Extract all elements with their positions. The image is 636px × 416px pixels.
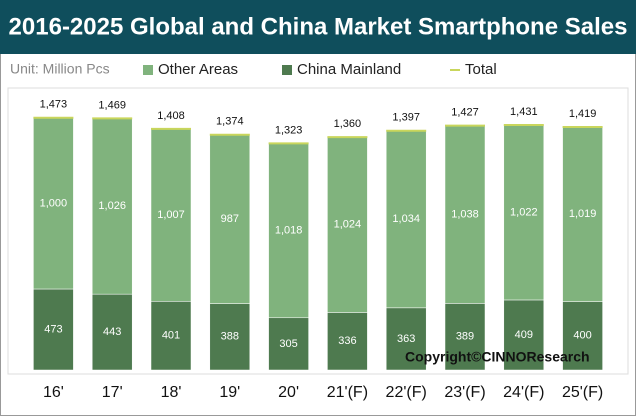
unit-label: Unit: Million Pcs xyxy=(10,61,110,77)
data-label: 443 xyxy=(103,326,121,338)
x-tick-label: 22'(F) xyxy=(386,384,427,401)
total-label: 1,397 xyxy=(392,112,420,124)
data-label: 1,007 xyxy=(157,209,185,221)
x-tick-label: 16' xyxy=(43,384,64,401)
bar-segment xyxy=(562,301,603,371)
bar-segment xyxy=(444,125,486,304)
legend-label: China Mainland xyxy=(297,61,401,78)
bar-segment xyxy=(327,312,368,371)
x-tick-label: 25'(F) xyxy=(562,384,603,401)
title-bar xyxy=(0,0,636,54)
bar-segment xyxy=(562,126,603,302)
data-label: 1,022 xyxy=(510,206,538,218)
data-label: 1,000 xyxy=(40,197,68,209)
total-label: 1,408 xyxy=(157,110,185,122)
x-tick-label: 21'(F) xyxy=(327,384,368,401)
data-label: 473 xyxy=(44,323,62,335)
bar-segment xyxy=(503,124,545,301)
x-tick-label: 23'(F) xyxy=(444,384,485,401)
data-label: 409 xyxy=(515,329,533,341)
data-label: 363 xyxy=(397,333,415,345)
legend-swatch xyxy=(143,65,153,75)
bar-segment xyxy=(209,303,251,371)
legend-label: Other Areas xyxy=(158,61,238,78)
bar-segment xyxy=(268,317,309,371)
bar-segment xyxy=(385,130,427,309)
bar-segment xyxy=(91,293,133,371)
total-label: 1,469 xyxy=(98,99,126,111)
total-label: 1,374 xyxy=(216,116,244,128)
total-label: 1,360 xyxy=(334,118,362,130)
legend-swatch xyxy=(282,65,292,75)
bar-segment xyxy=(503,299,545,371)
bar-segment xyxy=(209,134,251,304)
total-label: 1,419 xyxy=(569,108,597,120)
data-label: 305 xyxy=(279,338,297,350)
bar-segment xyxy=(150,301,192,371)
total-label: 1,431 xyxy=(510,106,538,118)
data-label: 1,026 xyxy=(98,200,126,212)
data-label: 1,019 xyxy=(569,208,597,220)
bar-segment xyxy=(91,118,133,295)
data-label: 1,038 xyxy=(451,208,479,220)
bar-segment xyxy=(150,128,192,302)
total-label: 1,427 xyxy=(451,107,479,119)
x-tick-label: 18' xyxy=(161,384,182,401)
data-label: 388 xyxy=(221,331,239,343)
data-label: 400 xyxy=(573,330,591,342)
x-tick-label: 17' xyxy=(102,384,123,401)
data-label: 1,024 xyxy=(334,219,362,231)
bar-segment xyxy=(33,117,74,290)
total-label: 1,473 xyxy=(40,99,68,111)
bar-segment xyxy=(444,303,486,371)
legend-label: Total xyxy=(465,61,497,78)
x-tick-label: 19' xyxy=(219,384,240,401)
bar-segment xyxy=(327,136,368,313)
data-label: 987 xyxy=(221,213,239,225)
x-tick-label: 24'(F) xyxy=(503,384,544,401)
data-label: 401 xyxy=(162,330,180,342)
data-label: 389 xyxy=(456,331,474,343)
copyright: Copyright©CINNOResearch xyxy=(405,349,590,365)
total-label: 1,323 xyxy=(275,124,303,136)
chart-title: 2016-2025 Global and China Market Smartp… xyxy=(9,13,628,40)
data-label: 336 xyxy=(338,335,356,347)
x-tick-label: 20' xyxy=(278,384,299,401)
data-label: 1,034 xyxy=(392,213,420,225)
bar-segment xyxy=(385,307,427,371)
bar-segment xyxy=(268,143,309,319)
bar-segment xyxy=(33,288,74,371)
data-label: 1,018 xyxy=(275,225,303,237)
